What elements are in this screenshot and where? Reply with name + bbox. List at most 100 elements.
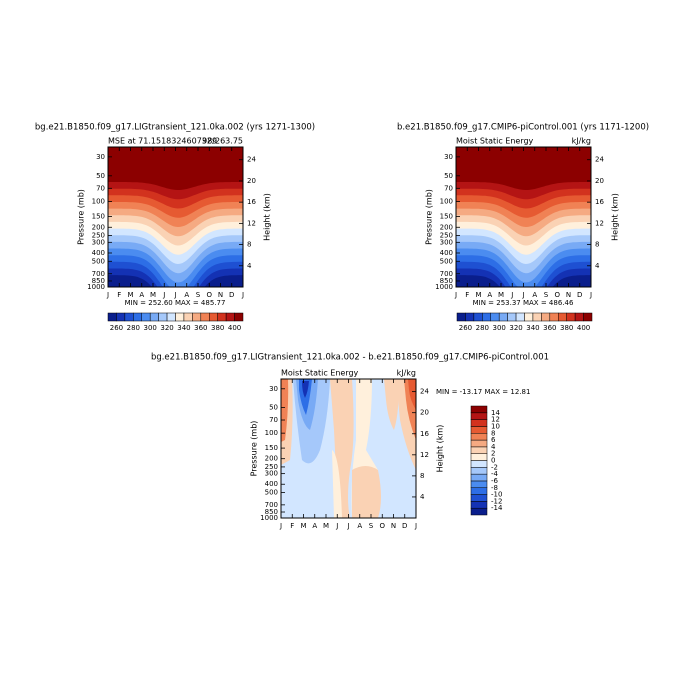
y-tick-label: 70	[444, 184, 453, 192]
y2-tick-label: 24	[595, 156, 604, 164]
y2-tick-label: 12	[420, 451, 429, 459]
colorbar-label: 10	[491, 422, 500, 430]
y2-tick-label: 4	[247, 262, 252, 270]
x-tick-label: J	[589, 291, 592, 299]
chart-title: b.e21.B1850.f09_g17.CMIP6-piControl.001 …	[397, 123, 649, 133]
colorbar-label: 320	[509, 324, 522, 332]
y2-axis-label: Height (km)	[611, 193, 620, 241]
x-tick-label: S	[369, 522, 374, 530]
y2-tick-label: 20	[247, 177, 256, 185]
left-string: Moist Static Energy	[281, 369, 359, 378]
colorbar-label: -2	[491, 463, 498, 471]
y-tick-label: 400	[265, 480, 278, 488]
y-tick-label: 200	[440, 223, 453, 231]
min-max: MIN = -13.17 MAX = 12.81	[436, 388, 530, 396]
x-tick-label: F	[117, 291, 121, 299]
colorbar-box	[541, 312, 551, 322]
colorbar-label: 320	[160, 324, 173, 332]
y-tick-label: 400	[92, 249, 105, 257]
x-tick-label: D	[402, 522, 407, 530]
colorbar-box	[175, 312, 185, 322]
y-axis-label: Pressure (mb)	[250, 421, 259, 477]
x-tick-label: J	[510, 291, 513, 299]
colorbar-box	[470, 501, 488, 509]
y2-tick-label: 8	[595, 241, 599, 249]
colorbar-box	[470, 467, 488, 475]
colorbar-label: -12	[491, 497, 502, 505]
y-tick-label: 700	[440, 270, 453, 278]
colorbar-box	[498, 312, 508, 322]
colorbar-label: 14	[491, 409, 500, 417]
colorbar-box	[470, 473, 488, 482]
x-tick-label: M	[475, 291, 481, 299]
x-tick-label: N	[566, 291, 571, 299]
y2-tick-label: 24	[247, 156, 256, 164]
y2-tick-label: 4	[595, 262, 600, 270]
colorbar-box	[515, 312, 525, 322]
y2-tick-label: 8	[247, 241, 251, 249]
x-tick-label: J	[521, 291, 524, 299]
y-tick-label: 250	[440, 232, 453, 240]
colorbar-box	[200, 312, 210, 322]
y-tick-label: 700	[265, 501, 278, 509]
chart-title: bg.e21.B1850.f09_g17.LIGtransient_121.0k…	[35, 123, 315, 133]
colorbar-box	[141, 312, 151, 322]
x-tick-label: A	[139, 291, 144, 299]
x-tick-label: M	[498, 291, 504, 299]
x-tick-label: N	[218, 291, 223, 299]
colorbar-label: 4	[491, 443, 496, 451]
y2-tick-label: 12	[247, 219, 256, 227]
colorbar-label: 2	[491, 450, 495, 458]
colorbar-label: 0	[491, 457, 495, 465]
y2-tick-label: 12	[595, 219, 604, 227]
colorbar-box	[470, 405, 488, 414]
colorbar-label: 260	[110, 324, 123, 332]
colorbar-box	[482, 312, 491, 322]
y-tick-label: 400	[440, 249, 453, 257]
x-tick-label: F	[290, 522, 294, 530]
y-tick-label: 850	[265, 508, 278, 516]
y-tick-label: 850	[440, 277, 453, 285]
colorbar-label: -4	[491, 470, 499, 478]
x-tick-label: J	[454, 291, 457, 299]
min-max: MIN = 252.60 MAX = 485.77	[125, 299, 226, 307]
y2-tick-label: 8	[420, 472, 424, 480]
difference-field	[281, 379, 416, 518]
y-tick-label: 250	[265, 463, 278, 471]
colorbar-label: 300	[493, 324, 506, 332]
y-tick-label: 150	[265, 444, 278, 452]
y-tick-label: 1000	[435, 283, 453, 291]
y-tick-label: 50	[444, 172, 453, 180]
x-tick-label: J	[106, 291, 109, 299]
min-max: MIN = 253.37 MAX = 486.46	[473, 299, 574, 307]
colorbar-box	[470, 480, 488, 488]
colorbar-label: 340	[526, 324, 539, 332]
y-tick-label: 1000	[87, 283, 105, 291]
y-tick-label: 250	[92, 232, 105, 240]
colorbar-box	[470, 433, 488, 441]
colorbar-label: 12	[491, 416, 500, 424]
y2-tick-label: 20	[595, 177, 604, 185]
colorbar-box	[566, 312, 576, 322]
colorbar-box	[183, 312, 193, 322]
colorbar-box	[158, 312, 168, 322]
colorbar-box	[116, 312, 126, 322]
x-tick-label: A	[357, 522, 362, 530]
y-tick-label: 500	[92, 257, 105, 265]
colorbar-box	[532, 312, 542, 322]
y-tick-label: 50	[96, 172, 105, 180]
y-axis-label: Pressure (mb)	[425, 189, 434, 245]
y-tick-label: 50	[269, 404, 278, 412]
colorbar-box	[107, 312, 117, 322]
x-tick-label: A	[312, 522, 317, 530]
y2-tick-label: 4	[420, 493, 425, 501]
y2-axis-label: Height (km)	[263, 193, 272, 241]
x-tick-label: O	[206, 291, 212, 299]
colorbar-box	[574, 312, 584, 322]
x-tick-label: M	[150, 291, 156, 299]
colorbar-label: 340	[177, 324, 190, 332]
colorbar-box	[473, 312, 483, 322]
colorbar-label: -6	[491, 477, 499, 485]
colorbar-label: 400	[228, 324, 241, 332]
